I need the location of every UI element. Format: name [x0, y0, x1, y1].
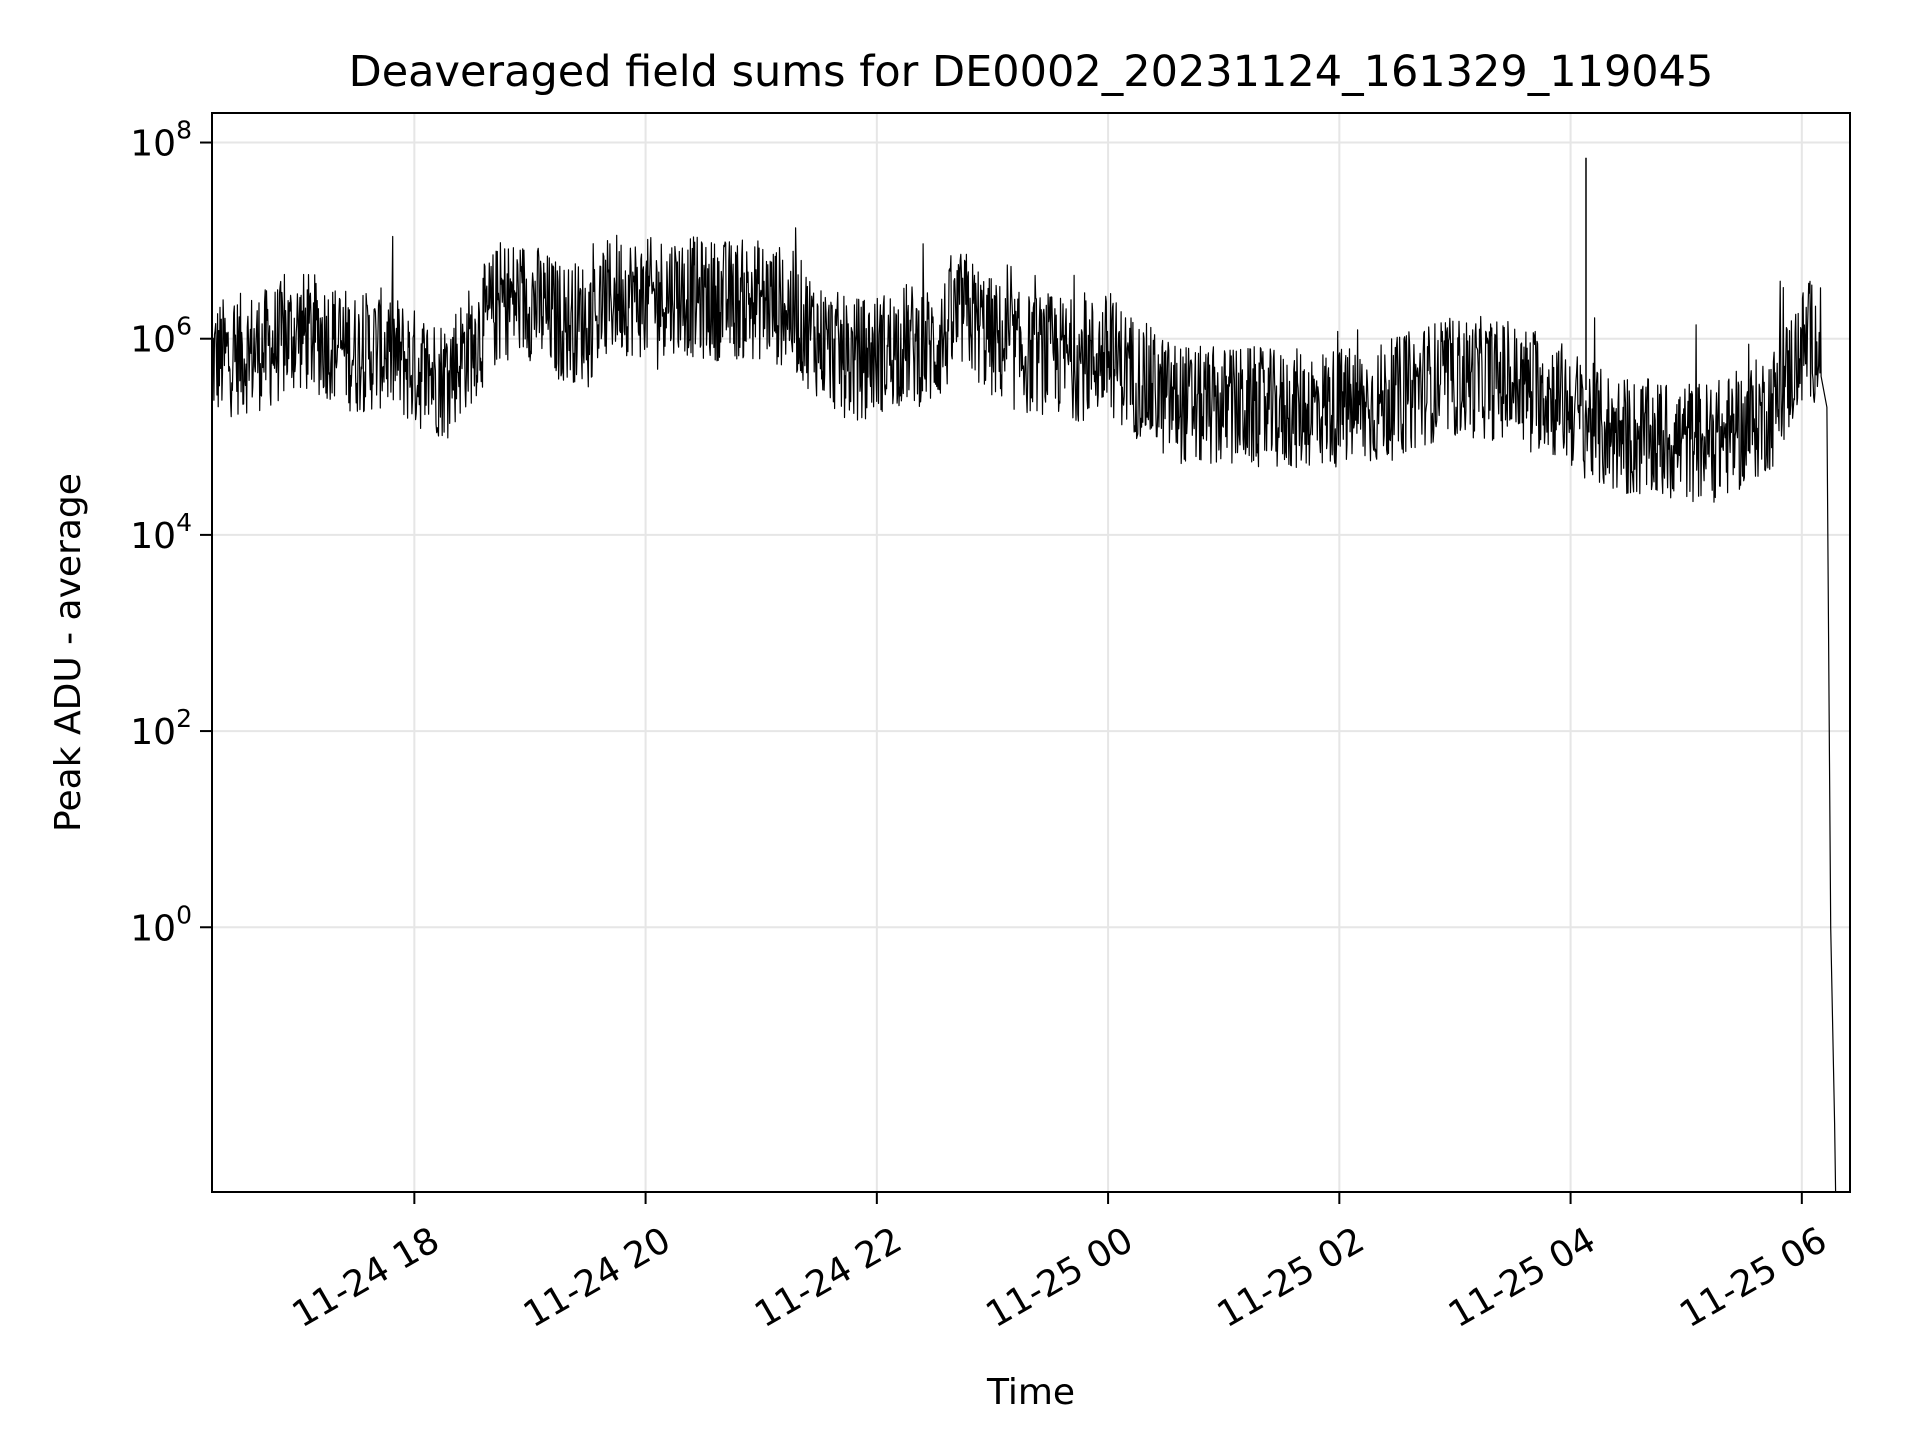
y-tick-exponent: 6 [176, 312, 192, 341]
y-tick-label: 102 [130, 704, 192, 753]
y-tick-label: 104 [130, 508, 192, 557]
plot-frame [211, 112, 1851, 1193]
y-tick-exponent: 4 [176, 508, 192, 537]
y-tick-exponent: 2 [176, 704, 192, 733]
y-tick-label: 100 [130, 900, 192, 949]
series-line [211, 227, 1837, 1193]
y-tick-exponent: 0 [176, 900, 192, 929]
x-axis-label: Time [986, 1372, 1075, 1413]
series-layer [211, 157, 1837, 1193]
y-tick-base: 10 [130, 124, 176, 165]
y-tick-exponent: 8 [176, 116, 192, 145]
y-tick-label: 108 [130, 116, 192, 165]
y-tick-base: 10 [130, 908, 176, 949]
y-tick-base: 10 [130, 516, 176, 557]
chart-title: Deaveraged field sums for DE0002_2023112… [349, 47, 1714, 97]
y-axis-label: Peak ADU - average [48, 473, 89, 832]
y-tick-base: 10 [130, 320, 176, 361]
y-tick-base: 10 [130, 712, 176, 753]
y-tick-label: 106 [130, 312, 192, 361]
